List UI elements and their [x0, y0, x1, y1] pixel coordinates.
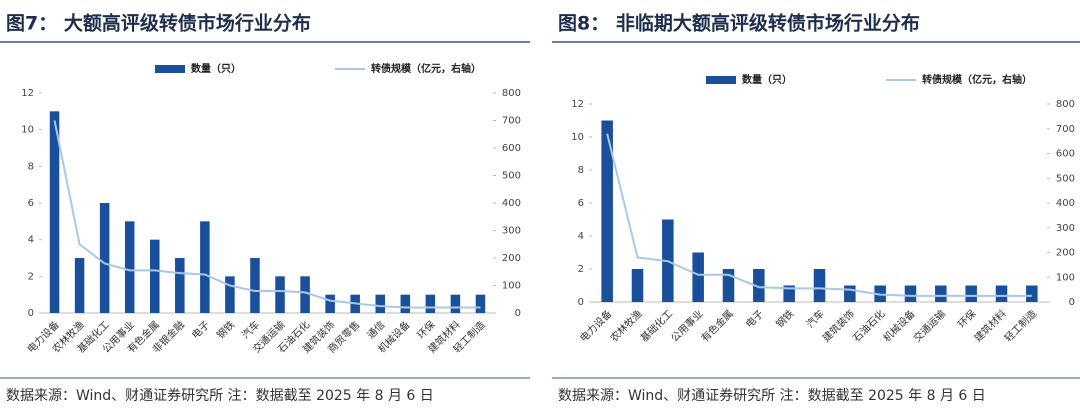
bar	[425, 294, 436, 313]
x-tick-label: 轻工制造	[1002, 307, 1039, 344]
legend-label: 数量（只）	[742, 73, 792, 86]
x-tick-label: 基础化工	[638, 307, 675, 344]
bar	[49, 111, 60, 313]
y2-tick-label: 600	[502, 143, 521, 154]
line-series	[606, 133, 1032, 297]
line-series	[53, 120, 481, 309]
y-tick-label: 8	[578, 165, 584, 176]
x-tick-label: 石油石化	[850, 307, 887, 344]
bar	[692, 252, 704, 302]
x-tick-label: 农林牧渔	[607, 307, 644, 344]
bar	[1026, 285, 1038, 302]
y2-tick-label: 800	[502, 88, 521, 99]
y2-tick-label: 100	[502, 281, 521, 292]
y-tick-label: 10	[21, 125, 34, 136]
bar	[753, 269, 765, 302]
y-tick-label: 4	[578, 231, 584, 242]
y2-tick-label: 300	[502, 226, 521, 237]
x-tick-label: 交通运输	[911, 307, 948, 344]
x-tick-label: 公用事业	[668, 307, 705, 344]
y2-tick-label: 500	[502, 171, 521, 182]
x-tick-label: 建筑装饰	[820, 307, 857, 344]
y-tick-label: 12	[21, 88, 34, 99]
x-tick-label: 钢铁	[773, 307, 796, 330]
x-tick-label: 电子	[743, 307, 766, 330]
y2-tick-label: 100	[1056, 272, 1075, 283]
source-note: 数据来源：Wind、财通证券研究所 注：数据截至 2025 年 8 月 6 日	[6, 388, 434, 404]
y2-tick-label: 400	[1056, 198, 1075, 209]
y-tick-label: 12	[571, 99, 584, 110]
bar	[149, 239, 160, 313]
legend-label: 数量（只）	[191, 62, 241, 75]
bar	[99, 203, 110, 313]
x-tick-label: 环保	[414, 318, 437, 341]
bar	[935, 285, 947, 302]
bar	[300, 276, 310, 313]
x-tick-label: 汽车	[803, 307, 826, 330]
x-tick-label: 电力设备	[577, 307, 614, 344]
x-tick-label: 有色金属	[698, 307, 735, 344]
bar	[844, 285, 856, 302]
x-tick-label: 通信	[365, 319, 388, 342]
y2-tick-label: 200	[1056, 248, 1075, 259]
bar	[965, 285, 977, 302]
y-tick-label: 4	[28, 235, 34, 246]
bar	[375, 294, 386, 313]
y-tick-label: 10	[571, 132, 584, 143]
bar	[325, 294, 335, 313]
y2-tick-label: 200	[502, 253, 521, 264]
bar	[904, 285, 917, 302]
x-tick-label: 汽车	[239, 318, 262, 341]
y2-tick-label: 700	[1056, 124, 1075, 135]
y-tick-label: 0	[28, 308, 34, 319]
bar	[175, 258, 185, 313]
y-tick-label: 2	[28, 271, 34, 282]
bar	[631, 269, 644, 302]
y-tick-label: 6	[28, 198, 34, 209]
y-tick-label: 2	[578, 264, 584, 275]
y2-tick-label: 800	[1056, 99, 1075, 110]
bar	[200, 221, 210, 313]
legend-swatch	[155, 65, 185, 73]
x-tick-label: 机械设备	[880, 307, 917, 344]
y2-tick-label: 0	[515, 308, 521, 319]
bar	[475, 294, 486, 313]
bar	[225, 276, 235, 313]
bar	[400, 294, 411, 313]
y2-tick-label: 600	[1056, 149, 1075, 160]
x-tick-label: 环保	[955, 307, 978, 330]
legend-label: 转债规模（亿元，右轴）	[371, 62, 481, 75]
x-tick-label: 钢铁	[214, 318, 237, 341]
bar	[275, 276, 285, 313]
y-tick-label: 8	[28, 161, 34, 172]
y2-tick-label: 400	[502, 198, 521, 209]
source-note: 数据来源：Wind、财通证券研究所 注：数据截至 2025 年 8 月 6 日	[558, 388, 986, 404]
legend-swatch	[706, 76, 736, 84]
y-tick-label: 0	[578, 297, 584, 308]
y2-tick-label: 700	[502, 116, 521, 127]
bar	[995, 285, 1008, 302]
bar	[250, 258, 260, 313]
chart-title: 图7： 大额高评级转债市场行业分布	[6, 12, 311, 35]
y2-tick-label: 0	[1069, 297, 1075, 308]
bar	[450, 294, 461, 313]
chart-title: 图8： 非临期大额高评级转债市场行业分布	[558, 12, 920, 35]
legend-label: 转债规模（亿元，右轴）	[922, 73, 1032, 86]
bar	[722, 269, 735, 302]
x-tick-label: 建筑材料	[971, 307, 1008, 344]
y2-tick-label: 300	[1056, 223, 1075, 234]
bar	[783, 285, 795, 302]
y2-tick-label: 500	[1056, 173, 1075, 184]
bar	[813, 269, 826, 302]
x-tick-label: 电子	[189, 318, 212, 341]
bar	[124, 221, 135, 313]
bar	[601, 120, 613, 302]
y-tick-label: 6	[578, 198, 584, 209]
bar	[74, 258, 85, 313]
